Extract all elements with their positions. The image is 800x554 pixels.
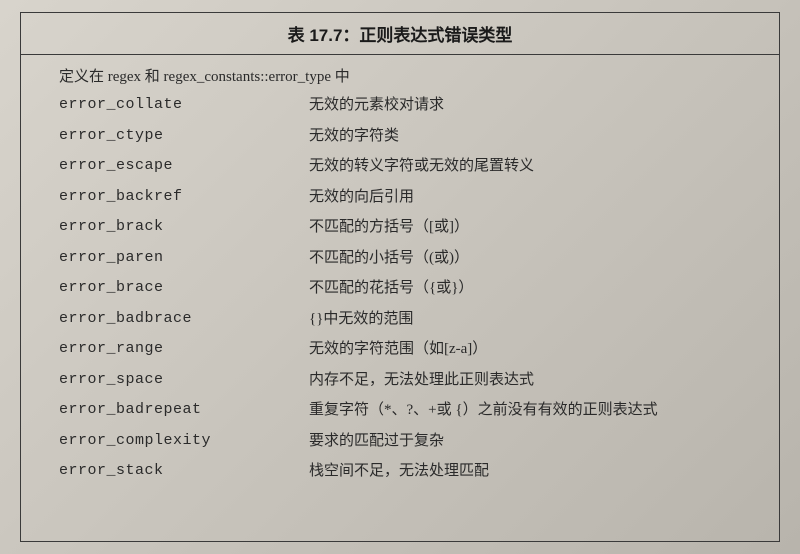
table-row: error_stack栈空间不足，无法处理匹配 [59,460,749,483]
table-row: error_escape无效的转义字符或无效的尾置转义 [59,155,749,178]
table-row: error_badrepeat重复字符（*、?、+或 {）之前没有有效的正则表达… [59,399,749,422]
error-code: error_space [59,369,309,392]
error-code: error_stack [59,460,309,483]
error-code: error_escape [59,155,309,178]
table-row: error_range无效的字符范围（如[z-a]） [59,338,749,361]
error-code: error_paren [59,247,309,270]
error-description: 不匹配的小括号（(或)） [309,247,749,270]
error-description: 不匹配的方括号（[或]） [309,216,749,239]
table-body: 定义在 regex 和 regex_constants::error_type … [21,55,779,541]
error-description: {}中无效的范围 [309,308,749,331]
table-row: error_backref无效的向后引用 [59,186,749,209]
error-description: 无效的转义字符或无效的尾置转义 [309,155,749,178]
error-code: error_collate [59,94,309,117]
table-row: error_brack不匹配的方括号（[或]） [59,216,749,239]
table-row: error_ctype无效的字符类 [59,125,749,148]
error-code: error_badrepeat [59,399,309,422]
error-code: error_complexity [59,430,309,453]
error-description: 无效的字符类 [309,125,749,148]
error-code: error_badbrace [59,308,309,331]
table-header: 定义在 regex 和 regex_constants::error_type … [59,65,749,86]
table-row: error_paren不匹配的小括号（(或)） [59,247,749,270]
error-description: 要求的匹配过于复杂 [309,430,749,453]
error-description: 无效的元素校对请求 [309,94,749,117]
table-title: 表 17.7：正则表达式错误类型 [21,13,779,55]
error-code: error_brack [59,216,309,239]
table-row: error_badbrace{}中无效的范围 [59,308,749,331]
rows-container: error_collate无效的元素校对请求error_ctype无效的字符类e… [59,94,749,483]
table-row: error_brace不匹配的花括号（{或}） [59,277,749,300]
error-description: 重复字符（*、?、+或 {）之前没有有效的正则表达式 [309,399,749,422]
table-row: error_space内存不足，无法处理此正则表达式 [59,369,749,392]
error-description: 不匹配的花括号（{或}） [309,277,749,300]
error-code: error_backref [59,186,309,209]
error-description: 内存不足，无法处理此正则表达式 [309,369,749,392]
error-code: error_range [59,338,309,361]
error-code: error_brace [59,277,309,300]
error-code: error_ctype [59,125,309,148]
error-description: 无效的字符范围（如[z-a]） [309,338,749,361]
error-description: 无效的向后引用 [309,186,749,209]
error-description: 栈空间不足，无法处理匹配 [309,460,749,483]
table-row: error_collate无效的元素校对请求 [59,94,749,117]
table-container: 表 17.7：正则表达式错误类型 定义在 regex 和 regex_const… [20,12,780,542]
table-row: error_complexity要求的匹配过于复杂 [59,430,749,453]
